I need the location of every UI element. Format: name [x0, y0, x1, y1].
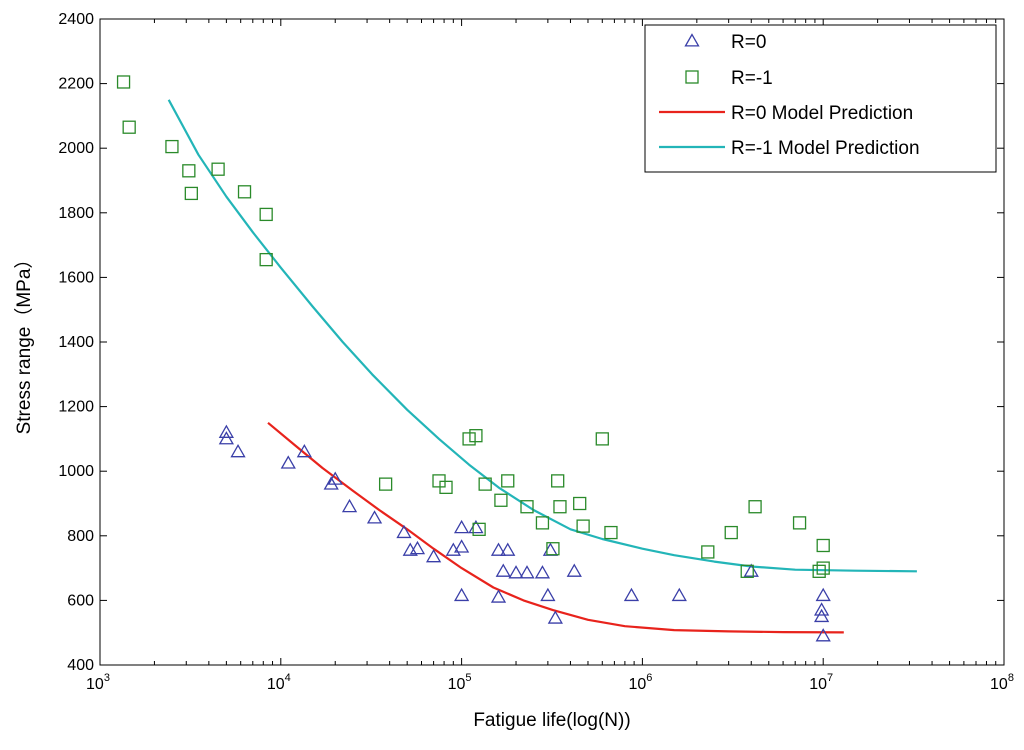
- r-1-point-16: [478, 477, 492, 491]
- r0-point-10: [396, 524, 412, 539]
- r-1-point-15: [472, 522, 486, 536]
- model-line-2: [167, 99, 917, 573]
- r-1-point-24: [573, 496, 587, 511]
- r0-point-23: [508, 565, 524, 579]
- legend-marker-2: [685, 70, 699, 84]
- r-1-point-14: [469, 429, 483, 443]
- y-tick-label-5: 1200: [58, 399, 94, 416]
- r0-point-15: [453, 519, 470, 534]
- r-1-point-33: [812, 564, 826, 578]
- r0-point-5: [296, 444, 312, 458]
- r0-point-35: [815, 587, 831, 602]
- model-line-1: [267, 421, 844, 634]
- y-tick-label-3: 800: [67, 528, 94, 545]
- r0-point-31: [671, 587, 687, 602]
- x-tick-label-5: 107: [809, 672, 833, 693]
- r0-point-21: [495, 563, 511, 577]
- r0-point-34: [813, 608, 830, 623]
- r0-point-17: [453, 587, 470, 602]
- r0-point-16: [453, 539, 470, 553]
- r-1-point-12: [439, 480, 453, 495]
- r-1-point-34: [816, 561, 830, 575]
- y-tick-label-9: 2000: [58, 140, 94, 157]
- r-1-point-18: [501, 474, 515, 488]
- y-tick-label-8: 1800: [58, 205, 94, 222]
- r-1-point-10: [378, 477, 393, 491]
- r0-point-6: [323, 476, 339, 490]
- y-tick-label-11: 2400: [58, 11, 94, 28]
- r-1-point-7: [237, 185, 252, 199]
- r0-point-20: [490, 589, 507, 603]
- r-1-point-26: [595, 432, 609, 446]
- r-1-point-4: [182, 164, 196, 178]
- r0-point-22: [500, 542, 516, 556]
- y-tick-label-6: 1400: [58, 334, 94, 351]
- r-1-point-21: [546, 542, 560, 556]
- r-1-point-17: [494, 493, 508, 507]
- r0-point-3: [230, 444, 246, 458]
- r0-point-26: [540, 587, 556, 602]
- r-1-point-23: [553, 500, 567, 514]
- r-1-point-27: [604, 525, 618, 540]
- r-1-point-9: [259, 252, 273, 267]
- r0-point-32: [743, 563, 759, 577]
- r-1-point-30: [740, 564, 754, 578]
- r-1-point-6: [211, 162, 225, 176]
- r0-point-4: [280, 455, 296, 469]
- x-tick-label-1: 103: [86, 672, 110, 693]
- legend-label-1: R=0: [731, 32, 766, 53]
- r0-point-36: [815, 628, 831, 642]
- y-tick-label-7: 1600: [58, 269, 94, 286]
- plot-layer: [116, 75, 917, 642]
- r-1-point-1: [116, 75, 131, 89]
- r-1-point-32: [792, 516, 807, 530]
- r0-point-8: [341, 498, 358, 513]
- r0-point-19: [490, 542, 507, 556]
- legend-items: R=0 R=-1 R=0 Model Prediction R=-1 Model Pr…: [659, 32, 920, 159]
- r-1-point-22: [551, 474, 565, 488]
- legend: R=0 R=-1 R=0 Model Prediction R=-1 Model Pr…: [644, 24, 997, 173]
- r-1-point-3: [165, 139, 179, 154]
- legend-marker-1: [684, 33, 700, 47]
- r0-point-29: [566, 563, 582, 577]
- r0-point-12: [409, 540, 426, 555]
- r-1-point-13: [462, 432, 476, 446]
- r0-point-1: [218, 424, 234, 438]
- x-tick-label-4: 106: [628, 672, 652, 693]
- r-1-point-2: [122, 120, 136, 134]
- y-tick-label-4: 1000: [58, 463, 94, 480]
- r0-point-24: [519, 565, 535, 579]
- legend-label-3: R=0 Model Prediction: [731, 103, 913, 124]
- y-axis-label: Stress range（MPa）: [13, 250, 35, 435]
- r0-point-25: [534, 565, 551, 579]
- axes-layer: 103 104 105 106 107 108 400 600 800 1000 1200 1400 1…: [58, 11, 1014, 693]
- y-tick-label-10: 2200: [58, 76, 94, 93]
- r0-point-13: [425, 548, 442, 563]
- r0-point-30: [623, 587, 640, 602]
- r-1-point-28: [701, 545, 715, 559]
- legend-label-4: R=-1 Model Prediction: [731, 138, 920, 159]
- r0-point-28: [547, 610, 563, 624]
- r-1-point-25: [576, 519, 590, 533]
- r-1-point-29: [724, 525, 738, 540]
- r-1-point-31: [748, 500, 762, 514]
- x-tick-label-2: 104: [267, 672, 291, 693]
- r-1-point-5: [184, 186, 198, 201]
- y-tick-label-1: 400: [67, 657, 94, 674]
- legend-label-2: R=-1: [731, 68, 773, 89]
- x-tick-label-3: 105: [448, 672, 472, 693]
- r0-point-2: [218, 431, 234, 445]
- x-tick-label-6: 108: [990, 672, 1014, 693]
- r-1-point-20: [535, 516, 550, 530]
- r0-point-9: [366, 510, 383, 524]
- y-tick-label-2: 600: [67, 592, 94, 609]
- r0-point-7: [327, 471, 343, 485]
- r0-point-33: [813, 602, 830, 616]
- r-1-point-35: [816, 538, 830, 553]
- x-axis-label: Fatigue life(log(N)): [473, 710, 630, 731]
- r-1-point-19: [520, 500, 534, 514]
- r-1-point-8: [259, 207, 273, 222]
